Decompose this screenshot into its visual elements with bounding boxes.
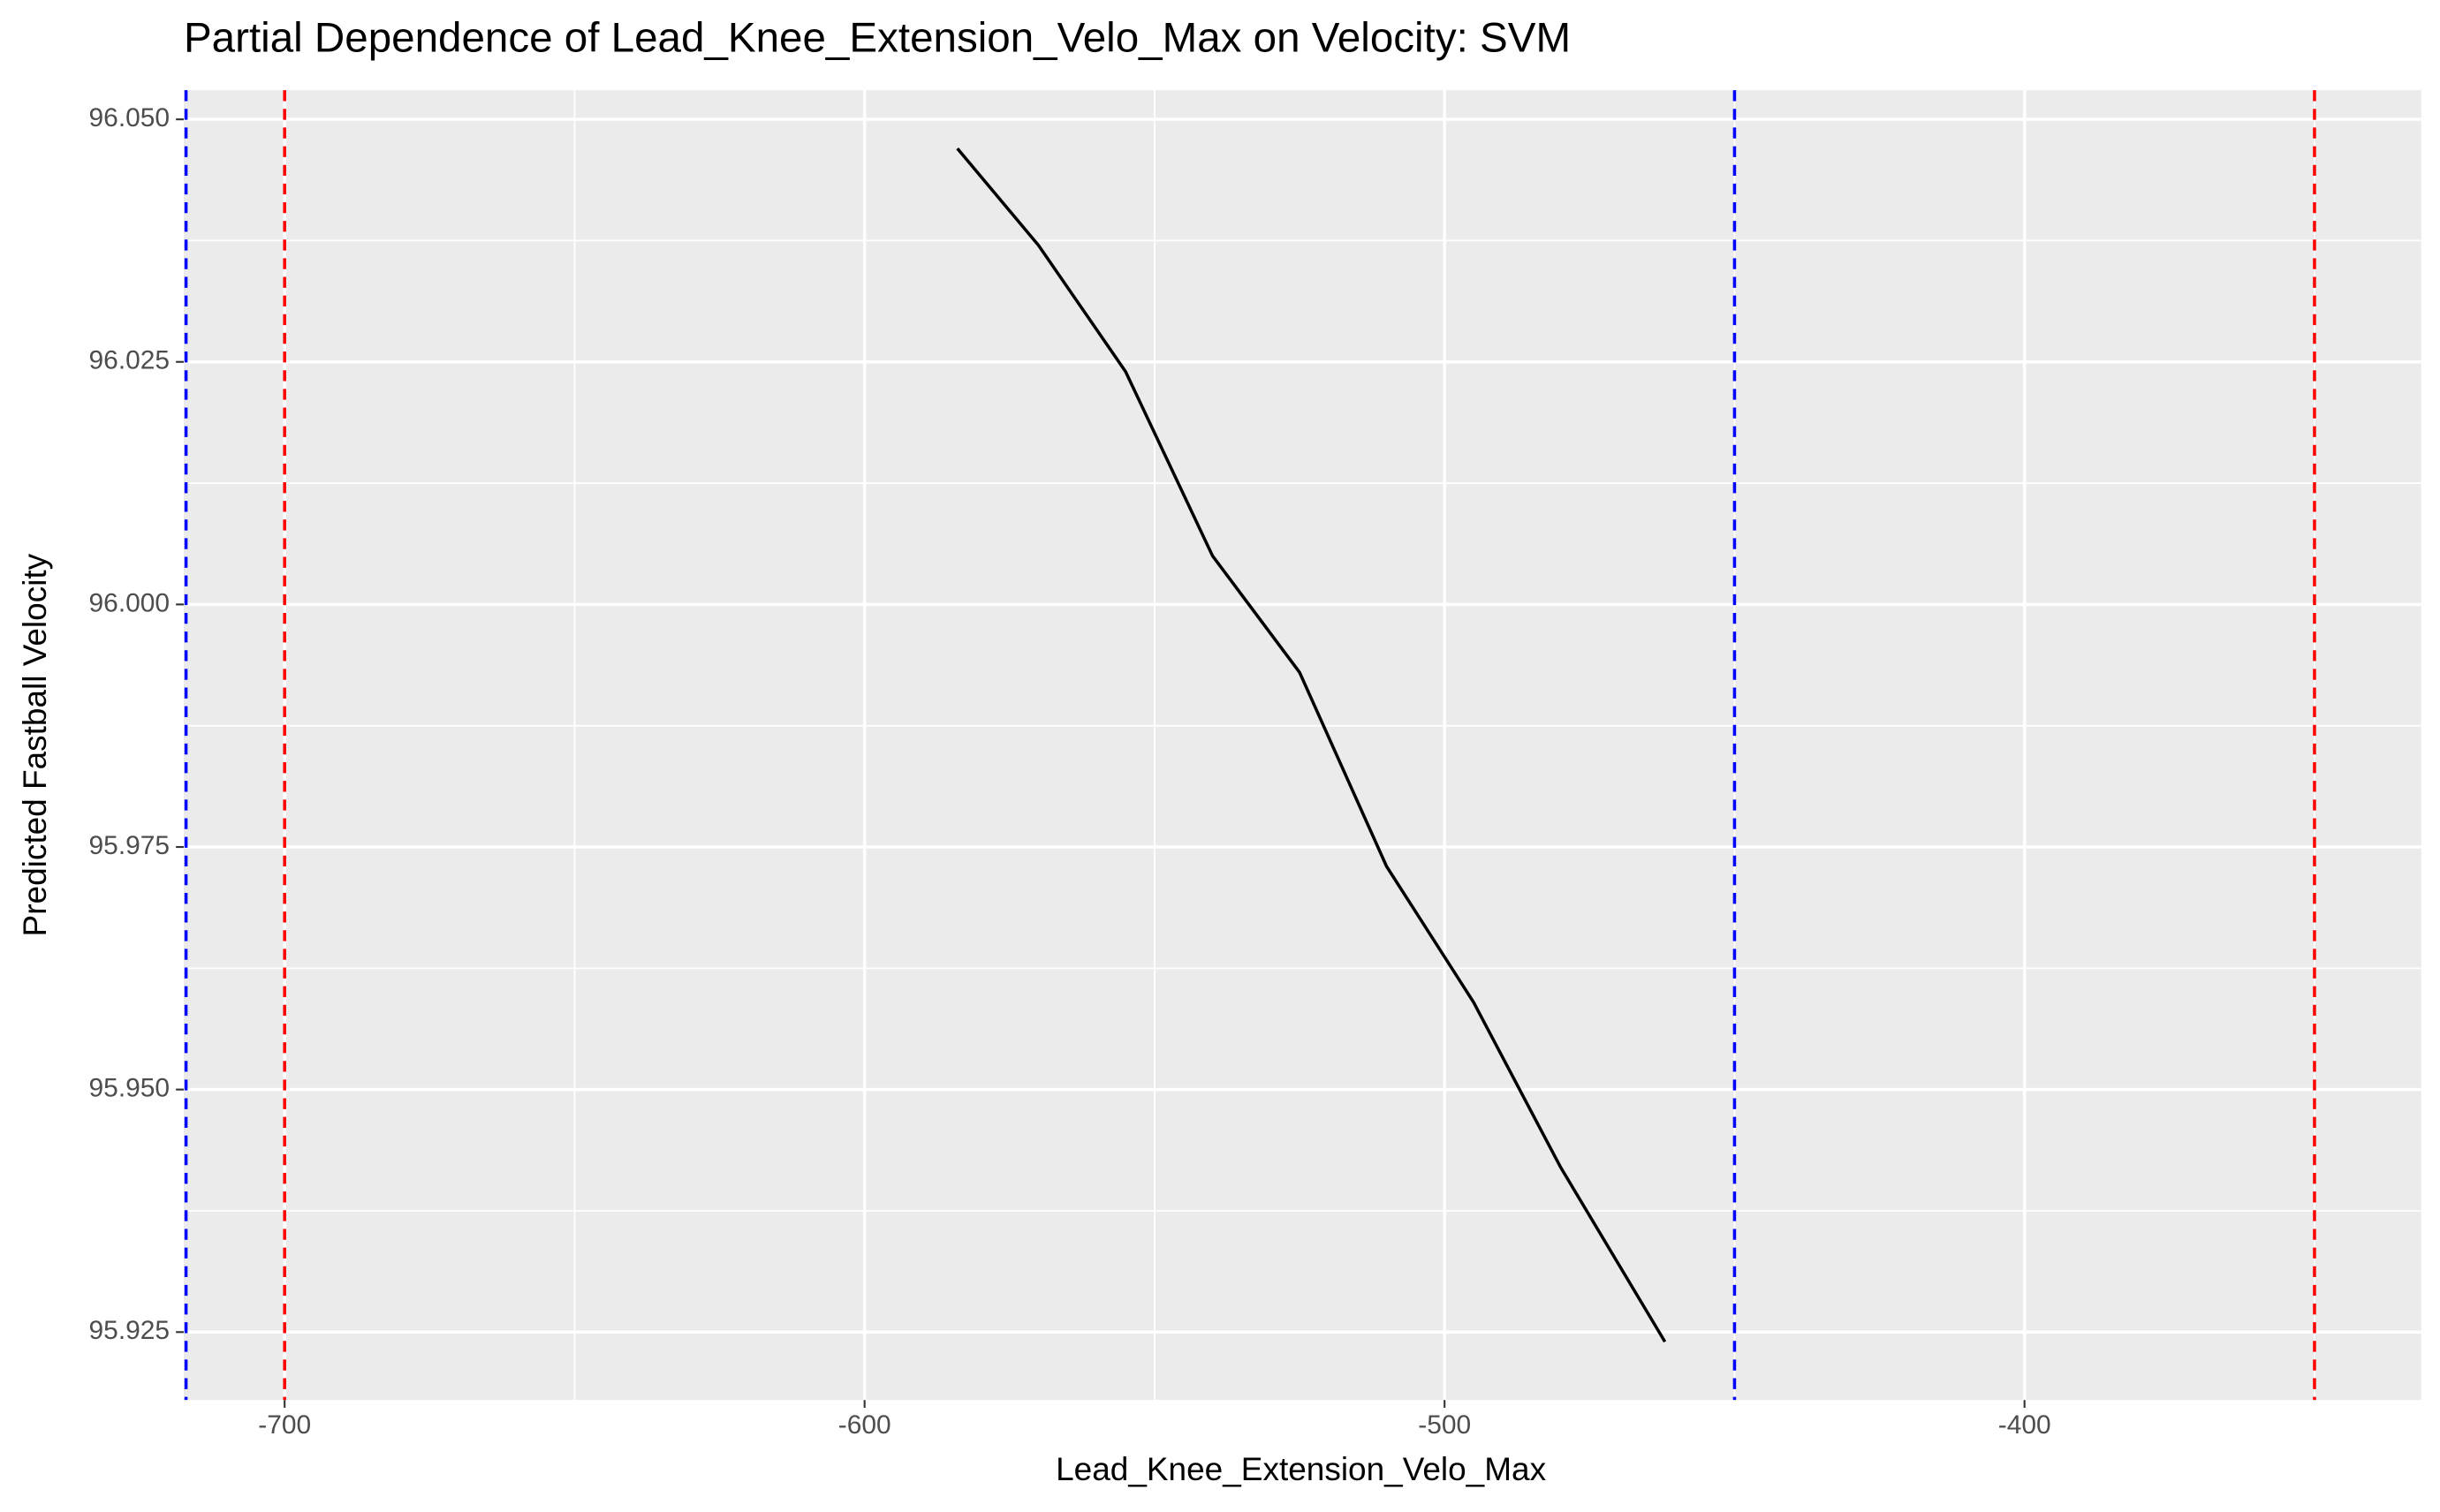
- x-tick-label: -500: [1418, 1410, 1471, 1440]
- y-tick-label: 95.950: [89, 1074, 170, 1103]
- x-tick-label: -400: [1998, 1410, 2051, 1440]
- y-tick-label: 96.000: [89, 588, 170, 617]
- x-tick-label: -600: [838, 1410, 891, 1440]
- y-axis-title: Predicted Fastball Velocity: [17, 553, 53, 936]
- x-axis-title: Lead_Knee_Extension_Velo_Max: [1056, 1451, 1546, 1487]
- y-tick-label: 96.050: [89, 103, 170, 132]
- chart-title: Partial Dependence of Lead_Knee_Extensio…: [184, 14, 1571, 61]
- plot-panel: [183, 90, 2421, 1401]
- data-line: [956, 147, 1667, 1343]
- y-tick-label: 95.925: [89, 1316, 170, 1345]
- y-tick-label: 96.025: [89, 346, 170, 375]
- y-tick-label: 95.975: [89, 831, 170, 860]
- x-tick-label: -700: [258, 1410, 311, 1440]
